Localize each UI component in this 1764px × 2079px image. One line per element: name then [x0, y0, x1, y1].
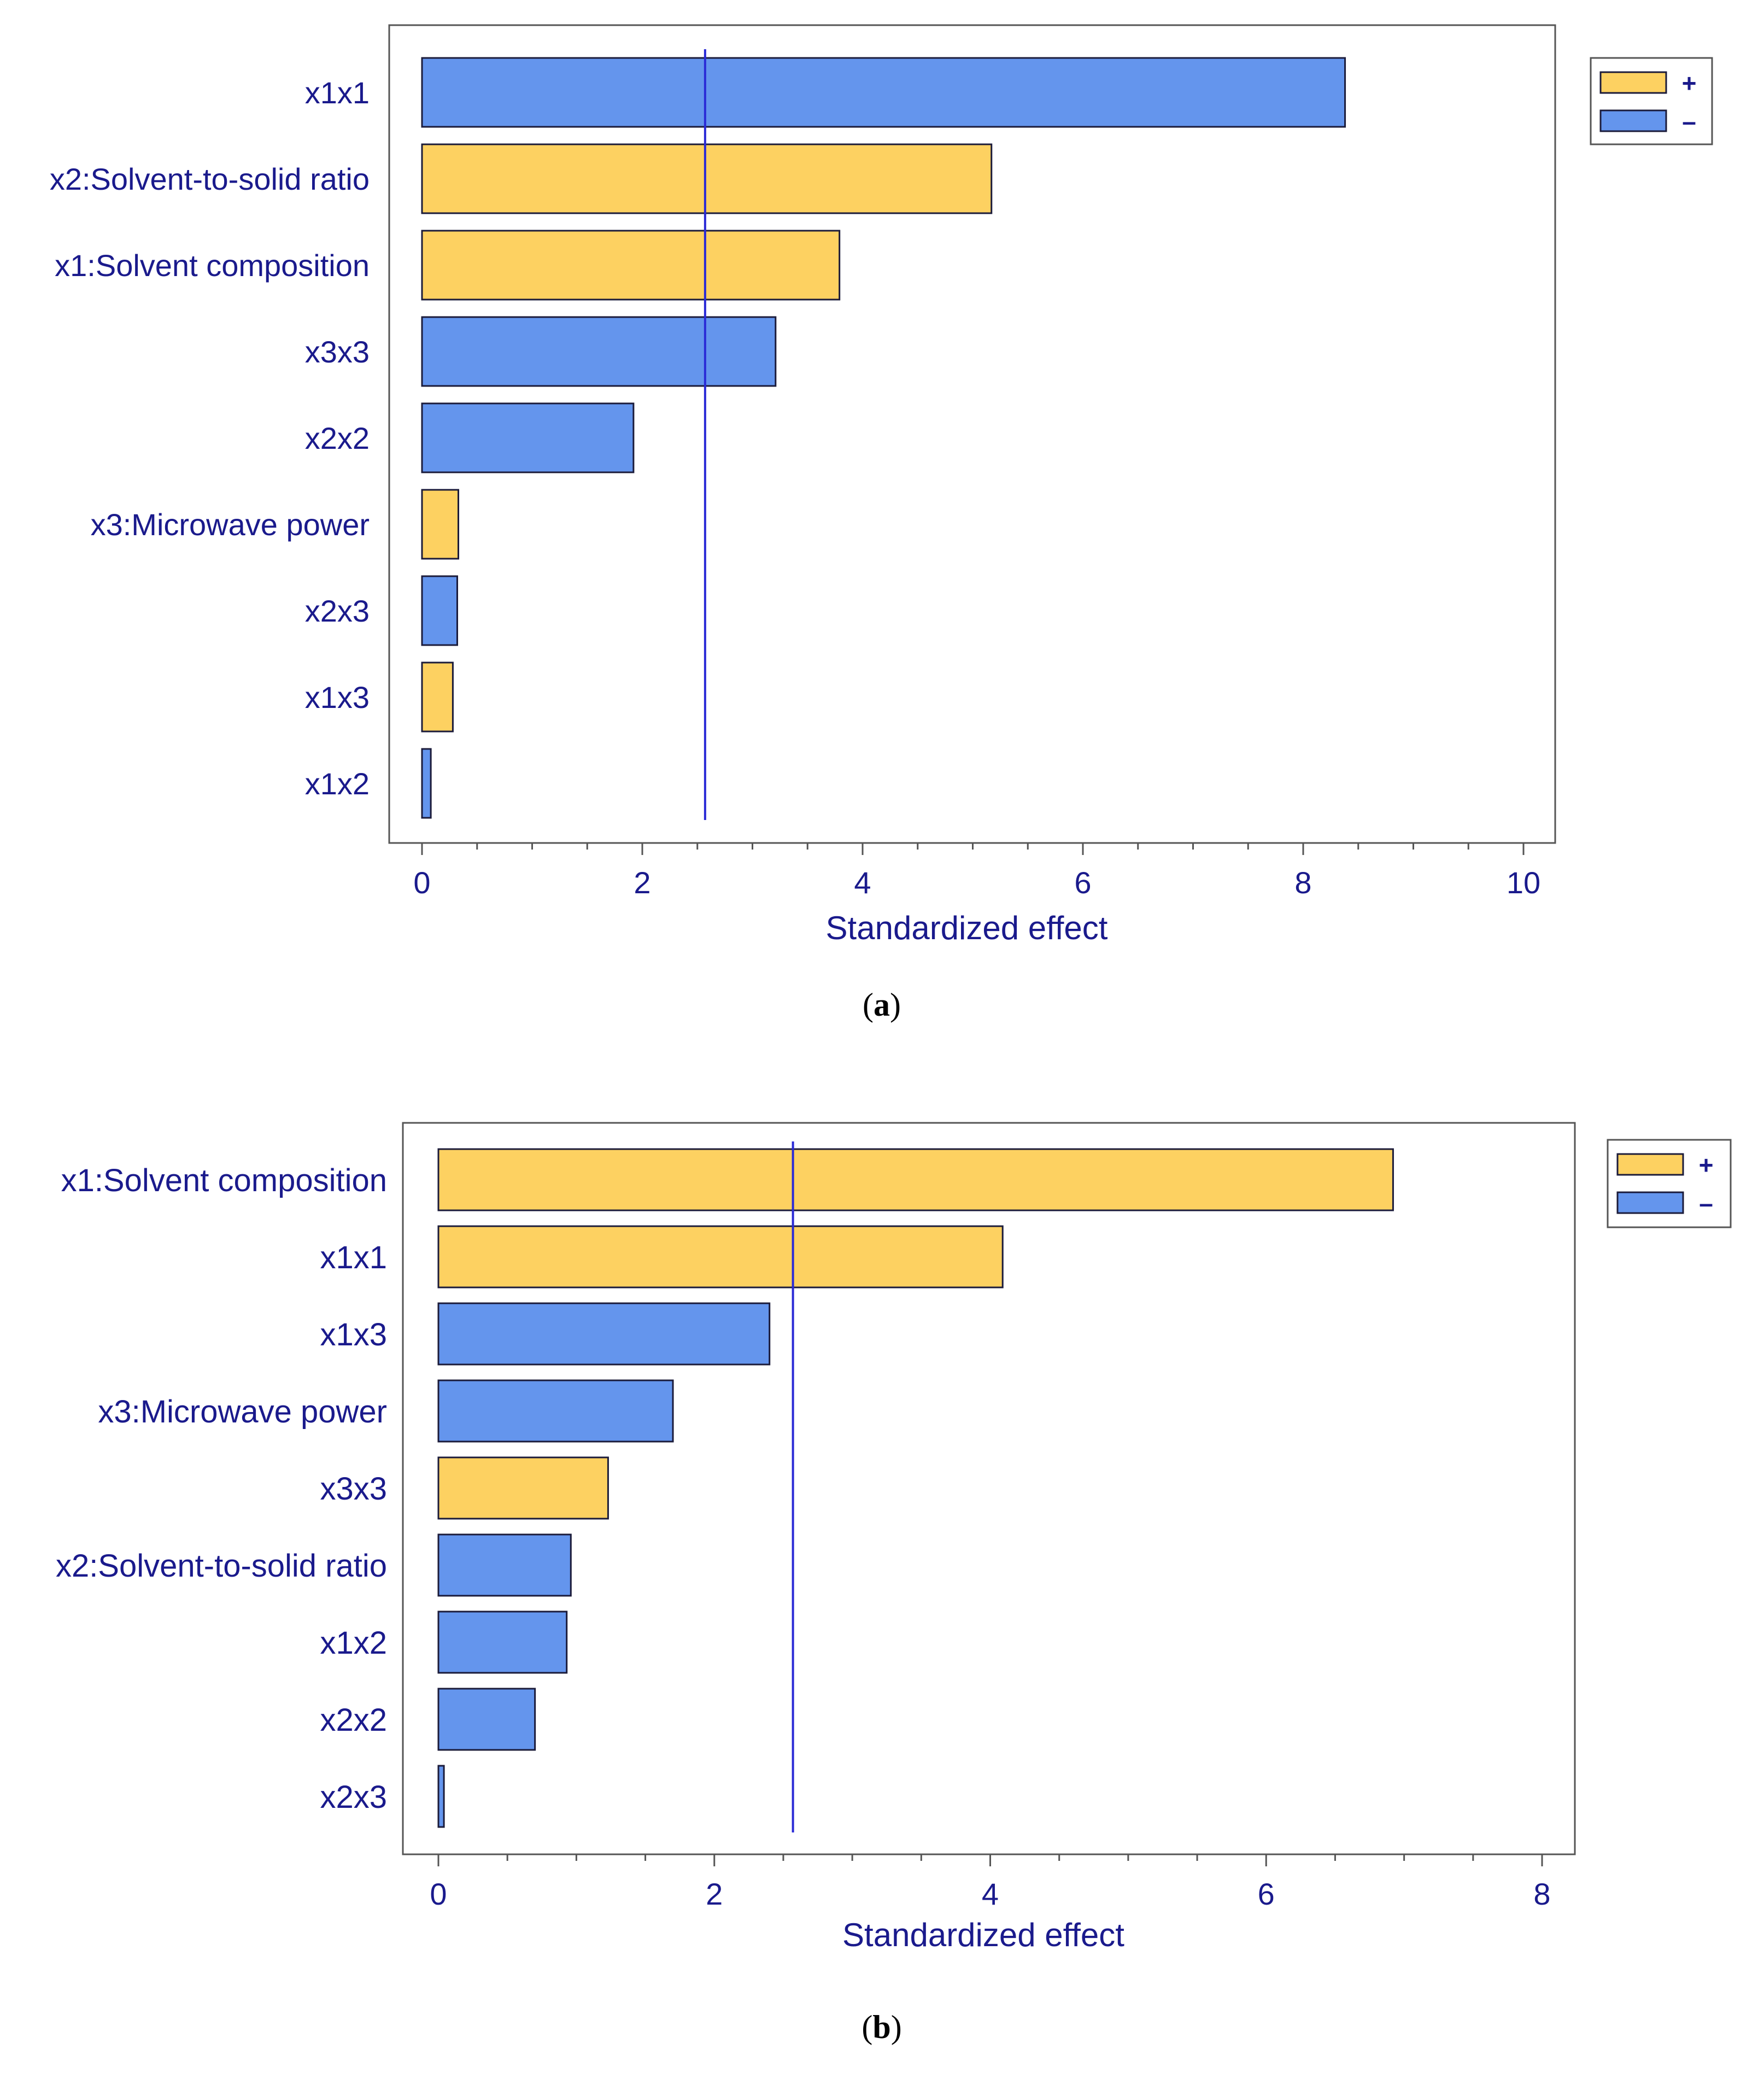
legend-swatch-positive	[1599, 71, 1667, 94]
bar-4	[437, 1379, 674, 1443]
x-tick-label: 6	[1258, 1877, 1275, 1911]
panel-label: (a)	[863, 987, 901, 1023]
bar-6	[421, 489, 459, 560]
chart-panel-a: x1x1 x2:Solvent-to-solid ratio x1:Solvent …	[50, 24, 1713, 1023]
legend-label: –	[1699, 1189, 1713, 1217]
x-axis-title: Standardized effect	[826, 910, 1108, 946]
chart-panel-b: x1:Solvent composition x1x1 x1x3 x3:Microwa…	[56, 1122, 1732, 2045]
panel-letter: b	[872, 2009, 890, 2045]
category-label: x1:Solvent composition	[61, 1163, 387, 1198]
x-tick-label: 0	[413, 865, 430, 900]
bar-4	[421, 316, 777, 387]
x-tick-label: 2	[634, 865, 650, 900]
bar-2	[421, 143, 993, 214]
bar-7	[421, 575, 458, 646]
category-label: x1x3	[320, 1317, 387, 1352]
bar-3	[421, 230, 841, 301]
bar-3	[437, 1302, 771, 1366]
x-tick-label: 10	[1507, 865, 1540, 900]
category-label: x2:Solvent-to-solid ratio	[50, 162, 370, 196]
category-label: x3:Microwave power	[98, 1394, 387, 1430]
bar-8	[437, 1688, 536, 1751]
x-tick-label: 8	[1533, 1877, 1550, 1911]
category-label: x1x2	[320, 1625, 387, 1661]
category-label: x3:Microwave power	[91, 507, 370, 542]
category-label: x2x3	[305, 594, 370, 628]
bar-1	[421, 57, 1346, 128]
category-label: x3x3	[320, 1471, 387, 1507]
category-label: x2x2	[305, 421, 370, 455]
x-axis-title: Standardized effect	[842, 1917, 1124, 1953]
legend-label: +	[1682, 69, 1697, 97]
bar-2	[437, 1225, 1004, 1289]
x-tick-label: 2	[706, 1877, 723, 1911]
category-label: x1:Solvent composition	[55, 248, 370, 283]
legend-swatch-positive	[1616, 1153, 1684, 1176]
category-label: x2x2	[320, 1702, 387, 1738]
bar-6	[437, 1533, 572, 1597]
category-label: x3x3	[305, 335, 370, 369]
bar-7	[437, 1611, 568, 1674]
category-label: x1x2	[305, 766, 370, 801]
legend: +–	[1607, 1139, 1732, 1228]
category-label: x1x3	[305, 680, 370, 715]
category-label: x2x3	[320, 1779, 387, 1815]
legend-swatch-negative	[1616, 1191, 1684, 1214]
x-tick-label: 4	[854, 865, 871, 900]
x-tick-label: 8	[1294, 865, 1311, 900]
panel-label: (b)	[862, 2009, 901, 2045]
legend-label: +	[1699, 1151, 1714, 1179]
bar-8	[421, 661, 454, 733]
legend-label: –	[1682, 107, 1696, 136]
bar-5	[421, 402, 635, 473]
panel-letter: a	[874, 987, 890, 1023]
category-label: x1x1	[320, 1240, 387, 1275]
bar-9	[421, 748, 432, 819]
bar-9	[437, 1765, 445, 1828]
x-tick-label: 6	[1074, 865, 1091, 900]
category-label: x1x1	[305, 75, 370, 110]
legend: +–	[1590, 57, 1713, 145]
bar-5	[437, 1456, 609, 1520]
x-tick-label: 0	[430, 1877, 447, 1911]
category-label: x2:Solvent-to-solid ratio	[56, 1548, 387, 1584]
legend-swatch-negative	[1599, 109, 1667, 132]
x-tick-label: 4	[982, 1877, 999, 1911]
bar-1	[437, 1148, 1394, 1211]
